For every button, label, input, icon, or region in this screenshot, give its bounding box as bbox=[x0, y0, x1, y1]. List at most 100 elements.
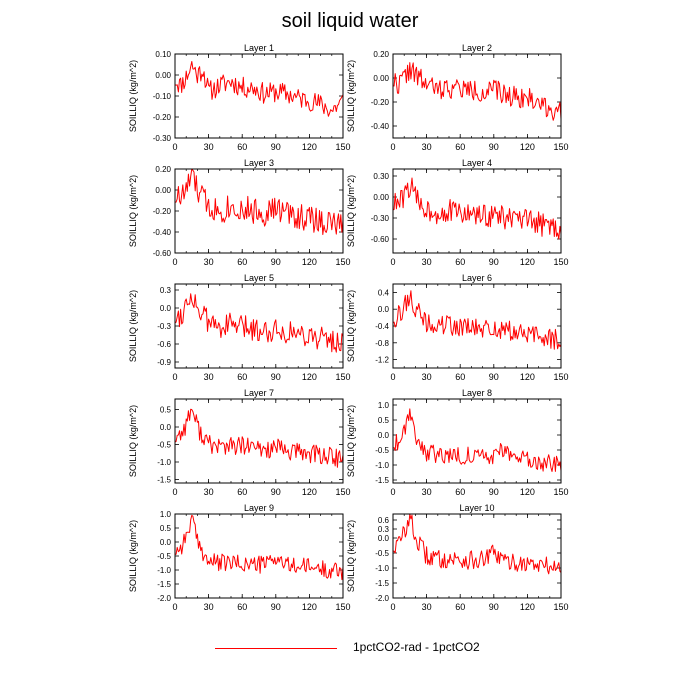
plot-frame bbox=[392, 513, 562, 599]
y-tick-label: 0.0 bbox=[378, 534, 390, 543]
x-tick-label: 0 bbox=[172, 257, 177, 267]
x-tick-label: 30 bbox=[422, 257, 432, 267]
chart-panel-3: Layer 3 SOILLIQ (kg/m^2) 0 30 60 90 120 150 0.20… bbox=[128, 158, 351, 267]
y-tick-label: -2.0 bbox=[157, 594, 171, 603]
x-tick-label: 90 bbox=[489, 602, 499, 612]
y-axis-label: SOILLIQ (kg/m^2) bbox=[346, 405, 356, 477]
x-tick-label: 60 bbox=[455, 602, 465, 612]
x-tick-label: 0 bbox=[172, 142, 177, 152]
y-tick-label: -1.0 bbox=[375, 461, 389, 470]
panel-title: Layer 2 bbox=[462, 43, 492, 53]
y-tick-label: -0.4 bbox=[375, 322, 389, 331]
x-tick-label: 120 bbox=[520, 487, 535, 497]
y-tick-label: -0.40 bbox=[371, 122, 390, 131]
y-tick-label: -0.30 bbox=[153, 134, 172, 143]
legend-label: 1pctCO2-rad - 1pctCO2 bbox=[353, 640, 480, 654]
data-series-line bbox=[174, 293, 344, 353]
y-tick-label: 0.0 bbox=[378, 305, 390, 314]
x-tick-label: 150 bbox=[335, 142, 350, 152]
y-tick-label: -0.5 bbox=[157, 552, 171, 561]
chart-panel-5: Layer 5 SOILLIQ (kg/m^2) 0 30 60 90 120 150 0.3 0… bbox=[128, 273, 351, 382]
x-tick-label: 60 bbox=[237, 487, 247, 497]
y-tick-label: 0.5 bbox=[160, 406, 172, 415]
x-tick-label: 30 bbox=[422, 372, 432, 382]
plot-frame bbox=[392, 53, 562, 139]
data-series-line bbox=[392, 290, 562, 350]
x-tick-label: 90 bbox=[271, 142, 281, 152]
y-tick-label: -0.5 bbox=[375, 446, 389, 455]
y-tick-label: 1.0 bbox=[160, 510, 172, 519]
chart-panel-1: Layer 1 SOILLIQ (kg/m^2) 0 30 60 90 120 150 0.10… bbox=[128, 43, 351, 152]
y-tick-label: -1.5 bbox=[375, 476, 389, 485]
y-tick-label: 0.4 bbox=[378, 288, 390, 297]
x-tick-label: 120 bbox=[520, 602, 535, 612]
x-tick-label: 30 bbox=[204, 487, 214, 497]
panel-title: Layer 5 bbox=[244, 273, 274, 283]
y-tick-label: 0.0 bbox=[160, 538, 172, 547]
y-tick-label: 0.00 bbox=[155, 71, 171, 80]
y-axis-label: SOILLIQ (kg/m^2) bbox=[128, 175, 138, 247]
x-tick-label: 0 bbox=[172, 487, 177, 497]
y-tick-label: -1.5 bbox=[157, 476, 171, 485]
x-tick-label: 90 bbox=[271, 487, 281, 497]
x-tick-label: 0 bbox=[390, 487, 395, 497]
y-tick-label: -0.3 bbox=[157, 322, 171, 331]
legend-line-swatch bbox=[215, 648, 337, 649]
x-tick-label: 90 bbox=[489, 372, 499, 382]
page-title: soil liquid water bbox=[281, 10, 419, 32]
chart-panel-4: Layer 4 SOILLIQ (kg/m^2) 0 30 60 90 120 150 0.30… bbox=[346, 158, 569, 267]
y-axis-label: SOILLIQ (kg/m^2) bbox=[128, 60, 138, 132]
data-series-line bbox=[392, 177, 562, 240]
data-series-line bbox=[175, 168, 344, 235]
panel-title: Layer 4 bbox=[462, 158, 492, 168]
chart-panel-6: Layer 6 SOILLIQ (kg/m^2) 0 30 60 90 120 150 0.4 0… bbox=[346, 273, 569, 382]
data-series-line bbox=[392, 408, 562, 472]
y-tick-label: -0.30 bbox=[371, 214, 390, 223]
x-tick-label: 30 bbox=[422, 142, 432, 152]
y-axis-label: SOILLIQ (kg/m^2) bbox=[128, 290, 138, 362]
plot-frame bbox=[174, 53, 344, 139]
x-tick-label: 120 bbox=[520, 372, 535, 382]
x-tick-label: 90 bbox=[271, 257, 281, 267]
panel-title: Layer 1 bbox=[244, 43, 274, 53]
data-series-line bbox=[174, 408, 344, 468]
y-tick-label: 0.00 bbox=[155, 186, 171, 195]
x-tick-label: 150 bbox=[553, 487, 568, 497]
x-tick-label: 90 bbox=[489, 487, 499, 497]
legend: 1pctCO2-rad - 1pctCO2 bbox=[215, 638, 545, 658]
x-tick-label: 60 bbox=[237, 372, 247, 382]
panel-title: Layer 3 bbox=[244, 158, 274, 168]
x-tick-label: 30 bbox=[204, 257, 214, 267]
x-tick-label: 120 bbox=[520, 142, 535, 152]
chart-panel-2: Layer 2 SOILLIQ (kg/m^2) 0 30 60 90 120 150 0.20… bbox=[346, 43, 569, 152]
y-tick-label: -1.0 bbox=[157, 566, 171, 575]
plot-frame bbox=[392, 283, 562, 369]
plot-frame bbox=[392, 398, 562, 484]
x-tick-label: 0 bbox=[390, 142, 395, 152]
x-tick-label: 60 bbox=[237, 602, 247, 612]
x-tick-label: 120 bbox=[520, 257, 535, 267]
plot-frame bbox=[174, 283, 344, 369]
x-tick-label: 60 bbox=[455, 257, 465, 267]
x-tick-label: 30 bbox=[204, 602, 214, 612]
y-tick-label: 0.0 bbox=[378, 431, 390, 440]
y-tick-label: 0.00 bbox=[373, 193, 389, 202]
y-axis-label: SOILLIQ (kg/m^2) bbox=[128, 520, 138, 592]
chart-panel-7: Layer 7 SOILLIQ (kg/m^2) 0 30 60 90 120 150 0.5 0… bbox=[128, 388, 351, 497]
x-tick-label: 150 bbox=[553, 602, 568, 612]
y-tick-label: -0.9 bbox=[157, 358, 171, 367]
chart-panel-9: Layer 9 SOILLIQ (kg/m^2) 0 30 60 90 120 150 1.0 0… bbox=[128, 503, 351, 612]
y-tick-label: 0.00 bbox=[373, 74, 389, 83]
plot-frame bbox=[174, 398, 344, 484]
y-tick-label: 0.6 bbox=[378, 516, 390, 525]
x-tick-label: 60 bbox=[455, 372, 465, 382]
chart-panel-10: Layer 10 SOILLIQ (kg/m^2) 0 30 60 90 120 150 0.6… bbox=[346, 503, 569, 612]
x-tick-label: 90 bbox=[271, 372, 281, 382]
plot-frame bbox=[392, 168, 562, 254]
y-tick-label: -0.6 bbox=[157, 340, 171, 349]
y-tick-label: 0.0 bbox=[160, 423, 172, 432]
y-tick-label: 0.30 bbox=[373, 172, 389, 181]
plot-frame bbox=[174, 168, 344, 254]
y-axis-label: SOILLIQ (kg/m^2) bbox=[346, 520, 356, 592]
y-tick-label: 0.0 bbox=[160, 304, 172, 313]
